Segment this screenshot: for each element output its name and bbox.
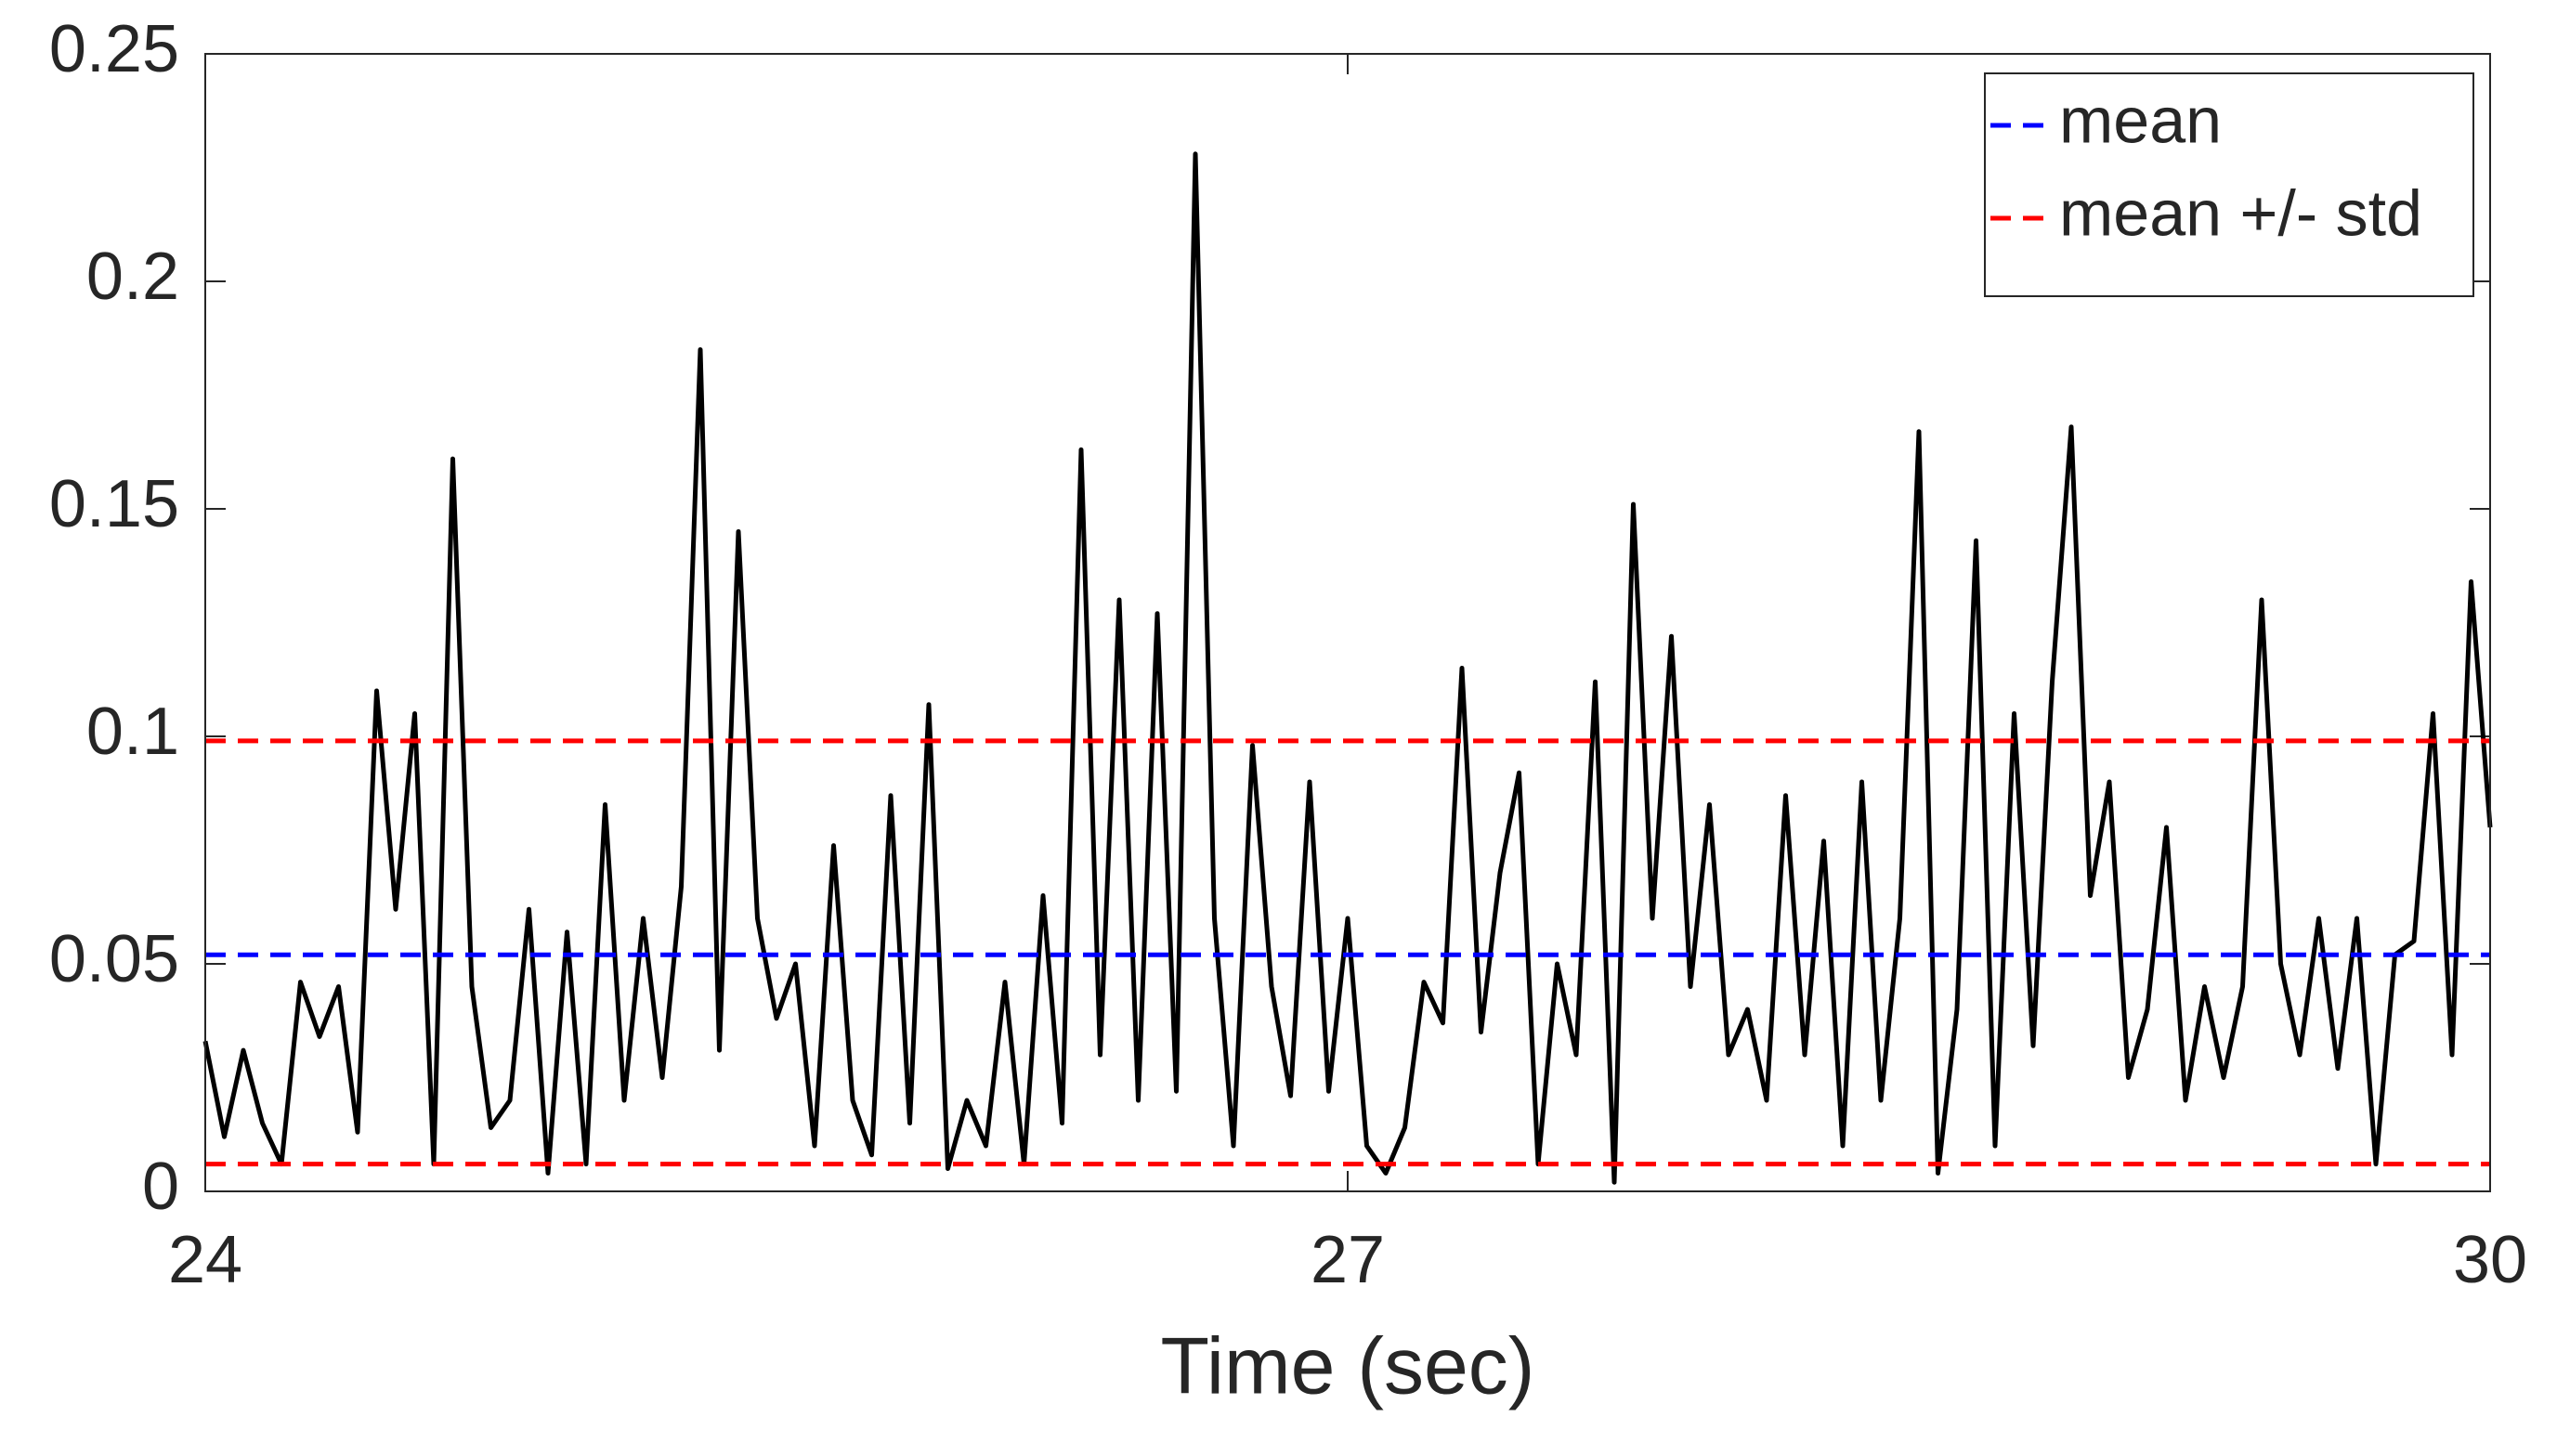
y-tick-label: 0.1 (86, 695, 179, 769)
y-tick-label: 0 (142, 1150, 179, 1224)
legend-label: mean (2059, 84, 2222, 156)
data-line (202, 151, 2493, 1185)
x-tick-label: 27 (1311, 1223, 1385, 1297)
x-tick-label: 24 (168, 1223, 242, 1297)
axes-box (204, 53, 2491, 1192)
y-tick-label: 0.25 (49, 12, 179, 86)
legend-box (1984, 72, 2474, 297)
legend-label: mean +/- std (2059, 176, 2422, 249)
x-axis-label: Time (sec) (1161, 1322, 1535, 1411)
y-tick-label: 0.2 (86, 240, 179, 314)
y-tick-label: 0.05 (49, 922, 179, 996)
y-tick-label: 0.15 (49, 467, 179, 541)
x-tick-label: 30 (2453, 1223, 2527, 1297)
